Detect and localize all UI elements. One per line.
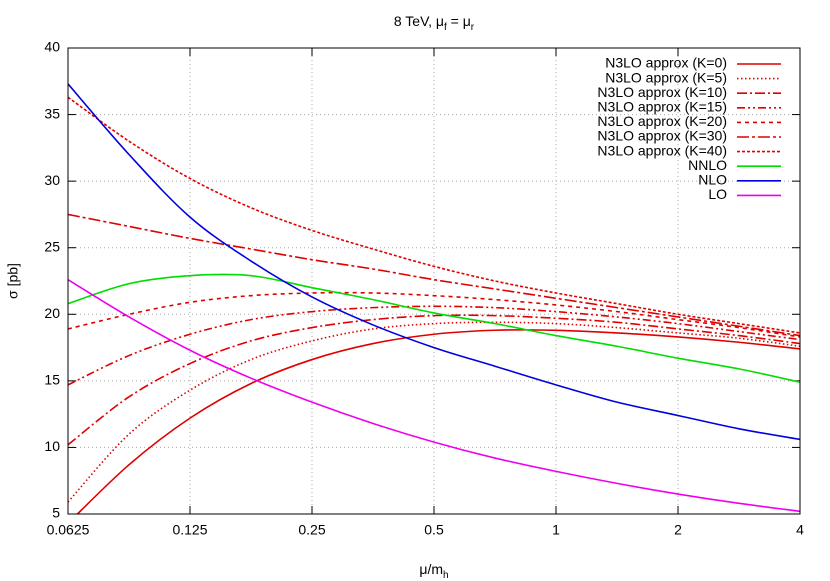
series-line [68, 83, 800, 441]
text-part: = μ [447, 13, 471, 29]
legend-label: N3LO approx (K=10) [597, 84, 727, 100]
series-line [68, 213, 800, 337]
x-tick-label: 2 [674, 522, 682, 538]
text-part: 8 TeV, μ [394, 13, 444, 29]
series-line [68, 291, 800, 338]
x-tick-label: 0.25 [298, 522, 325, 538]
y-tick-label: 5 [52, 505, 60, 521]
legend-label: N3LO approx (K=0) [605, 55, 727, 71]
legend-label: N3LO approx (K=40) [597, 142, 727, 158]
plot-area [68, 83, 800, 514]
chart-title: 8 TeV, μf = μr [394, 13, 475, 33]
y-axis-label: σ [pb] [5, 263, 21, 299]
x-tick-label: 0.0625 [47, 522, 90, 538]
legend-label: NNLO [688, 157, 727, 173]
series-line [68, 273, 800, 383]
series-line [68, 305, 800, 386]
legend-label: N3LO approx (K=15) [597, 99, 727, 115]
x-tick-label: 0.125 [172, 522, 207, 538]
legend-label: LO [708, 186, 727, 202]
series-line [68, 96, 800, 334]
y-tick-label: 20 [44, 305, 60, 321]
subscript: h [443, 570, 449, 581]
y-tick-label: 40 [44, 39, 60, 55]
legend-label: N3LO approx (K=5) [605, 69, 727, 85]
x-axis-label: μ/mh [419, 561, 448, 581]
subscript: f [444, 22, 447, 33]
x-tick-label: 4 [796, 522, 804, 538]
subscript: r [471, 22, 475, 33]
y-tick-label: 25 [44, 238, 60, 254]
text-part: μ/m [419, 561, 443, 577]
legend-label: N3LO approx (K=30) [597, 128, 727, 144]
series-line [68, 278, 800, 513]
y-tick-label: 35 [44, 105, 60, 121]
legend-label: NLO [698, 172, 727, 188]
x-tick-label: 1 [552, 522, 560, 538]
x-tick-label: 0.5 [424, 522, 444, 538]
series-line [76, 329, 800, 514]
y-tick-label: 30 [44, 172, 60, 188]
legend-label: N3LO approx (K=20) [597, 113, 727, 129]
plot-frame [67, 47, 801, 515]
y-tick-label: 10 [44, 438, 60, 454]
y-tick-label: 15 [44, 372, 60, 388]
